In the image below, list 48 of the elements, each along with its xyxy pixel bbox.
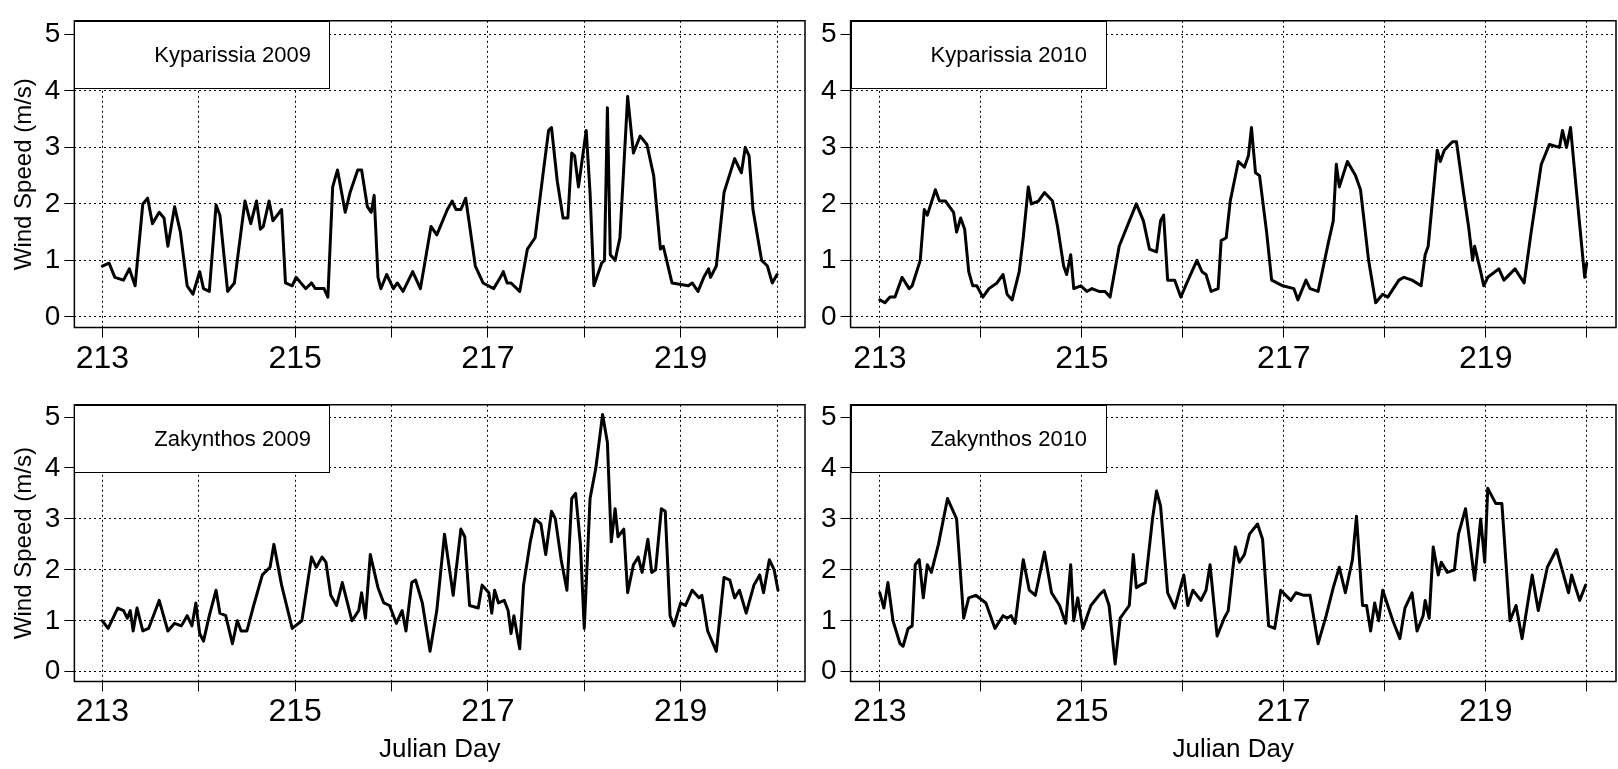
y-tick-label: 1 [820,243,837,275]
y-tick-label: 1 [44,603,61,635]
y-tick-label: 4 [820,73,837,105]
x-tick-label: 215 [1055,338,1109,375]
y-tick-label: 5 [44,17,61,49]
y-tick-label: 3 [44,130,61,162]
y-tick-label: 3 [44,501,61,533]
y-tick-label: 1 [44,243,61,275]
y-tick-label: 3 [820,130,837,162]
y-axis-title: Wind Speed (m/s) [9,447,37,640]
y-tick-label: 2 [44,186,61,218]
x-tick-label: 217 [461,692,515,729]
y-tick-label: 4 [44,73,61,105]
y-tick-label: 0 [44,299,61,331]
text: Kyparissia 2009 [154,41,311,68]
x-tick-label: 217 [1257,338,1311,375]
x-tick-label: 213 [853,692,907,729]
y-tick-label: 2 [820,186,837,218]
y-tick-label: 1 [820,603,837,635]
x-axis-title: Julian Day [1172,732,1294,763]
y-tick-label: 3 [820,501,837,533]
x-tick-label: 213 [75,692,130,729]
y-tick-label: 5 [820,399,837,431]
x-axis-title: Julian Day [378,732,501,763]
text: Kyparissia 2010 [930,41,1088,68]
text: Zakynthos 2009 [154,425,311,452]
x-tick-label: 219 [653,338,708,375]
x-tick-label: 215 [1055,692,1109,729]
x-tick-label: 217 [1257,692,1311,729]
x-tick-label: 215 [268,692,322,729]
x-tick-label: 219 [1459,338,1513,375]
y-tick-label: 2 [44,552,61,584]
y-tick-label: 4 [820,450,837,482]
x-tick-label: 213 [75,338,130,375]
y-tick-label: 2 [820,552,837,584]
x-tick-label: 217 [461,338,515,375]
y-tick-label: 0 [820,299,837,331]
x-tick-label: 219 [653,692,708,729]
y-tick-label: 0 [820,654,837,686]
x-tick-label: 213 [853,338,907,375]
y-tick-label: 4 [44,450,61,482]
y-axis-title: Wind Speed (m/s) [9,78,37,271]
x-tick-label: 219 [1459,692,1513,729]
x-tick-label: 215 [268,338,322,375]
y-tick-label: 0 [44,654,61,686]
y-tick-label: 5 [44,399,61,431]
text: Zakynthos 2010 [930,425,1088,452]
y-tick-label: 5 [820,17,837,49]
